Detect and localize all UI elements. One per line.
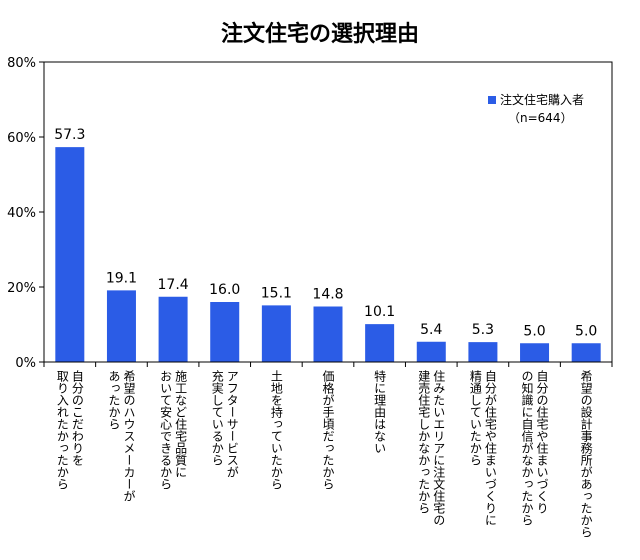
bar bbox=[106, 290, 136, 362]
y-tick-label: 0% bbox=[15, 356, 36, 371]
x-tick-label: 価格が手頃だったから bbox=[321, 370, 335, 490]
x-tick-label: 自分が住宅や住まいづくりに bbox=[483, 370, 497, 526]
x-tick-label: の知識に自信がなかったから bbox=[520, 370, 534, 526]
x-tick-label: 土地を持っていたから bbox=[269, 370, 283, 490]
x-tick-label: アフターサービスが bbox=[225, 370, 239, 478]
x-tick-label: 自分のこだわりを bbox=[70, 370, 84, 466]
y-tick-label: 20% bbox=[7, 281, 36, 296]
bar-value-label: 14.8 bbox=[312, 287, 343, 303]
bar-value-label: 17.4 bbox=[158, 277, 189, 293]
y-tick-label: 80% bbox=[7, 56, 36, 71]
bar-value-label: 19.1 bbox=[106, 270, 137, 286]
chart-title: 注文住宅の選択理由 bbox=[220, 22, 419, 47]
legend-swatch bbox=[488, 96, 496, 104]
x-tick-label: 建売住宅しかなかったから bbox=[417, 370, 431, 514]
x-tick-label: おいて安心できるから bbox=[159, 370, 173, 490]
x-tick-label: 希望のハウスメーカーが bbox=[122, 369, 136, 502]
x-tick-label: 住みたいエリアに注文住宅の bbox=[432, 370, 446, 526]
bar bbox=[416, 341, 446, 362]
bar-value-label: 5.4 bbox=[420, 322, 442, 338]
bar-value-label: 57.3 bbox=[54, 127, 85, 143]
x-tick-label: 自分の住宅や住まいづくり bbox=[535, 370, 549, 514]
bar bbox=[313, 306, 343, 362]
bar-value-label: 5.0 bbox=[523, 323, 545, 339]
bar bbox=[261, 305, 291, 362]
y-tick-label: 40% bbox=[7, 206, 36, 221]
bar-value-label: 5.3 bbox=[472, 322, 494, 338]
bar bbox=[571, 343, 601, 362]
bar-value-label: 15.1 bbox=[261, 285, 292, 301]
x-tick-label: 精通していたから bbox=[468, 370, 482, 466]
x-tick-label: あったから bbox=[107, 370, 121, 430]
x-tick-label: 希望の設計事務所があったから bbox=[579, 369, 593, 538]
bar bbox=[365, 324, 395, 362]
bar bbox=[158, 296, 188, 362]
bar-value-label: 5.0 bbox=[575, 323, 597, 339]
bar-value-label: 16.0 bbox=[209, 282, 240, 298]
x-tick-label: 取り入れたかったから bbox=[55, 370, 69, 490]
bar-value-label: 10.1 bbox=[364, 304, 395, 320]
x-tick-label: 特に理由はない bbox=[373, 369, 387, 454]
bar bbox=[520, 343, 550, 362]
bar bbox=[210, 302, 240, 362]
legend-label: 注文住宅購入者 bbox=[500, 92, 584, 107]
y-tick-label: 60% bbox=[7, 131, 36, 146]
bar bbox=[468, 342, 498, 362]
x-tick-label: 施工など住宅品質に bbox=[174, 370, 188, 478]
legend-note: （n=644） bbox=[508, 111, 573, 125]
x-tick-label: 充実しているから bbox=[210, 369, 224, 466]
bar bbox=[55, 147, 85, 362]
